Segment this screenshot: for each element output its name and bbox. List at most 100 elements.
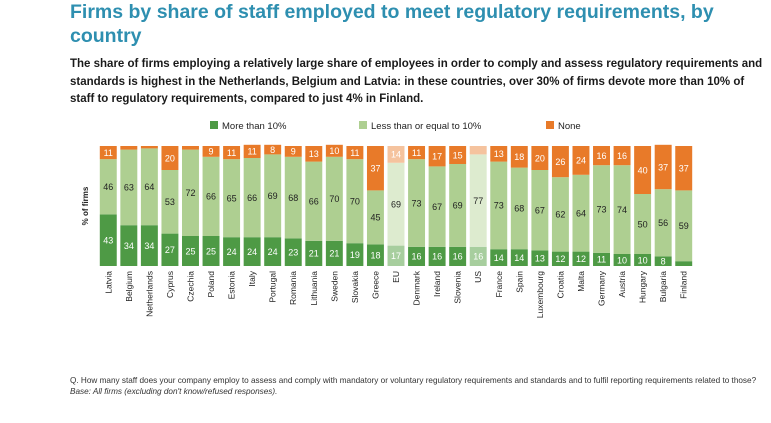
tick-label-belgium: Belgium (124, 271, 134, 302)
data-label-more-slovakia: 19 (350, 250, 360, 260)
bar-less-lithuania (305, 161, 323, 241)
bar-more-spain (510, 249, 528, 266)
data-label-more-portugal: 24 (268, 247, 278, 257)
bar-more-cyprus (161, 233, 179, 266)
tick-label-eu: EU (391, 271, 401, 283)
data-label-less-slovakia: 70 (350, 197, 360, 207)
data-label-more-cyprus: 27 (165, 245, 175, 255)
bar-more-eu (387, 245, 405, 266)
tick-label-bulgaria: Bulgaria (658, 271, 668, 302)
legend-label-none: None (558, 121, 581, 132)
data-label-less-us: 77 (473, 196, 483, 206)
data-label-more-czechia: 25 (185, 246, 195, 256)
data-label-none-poland: 9 (209, 147, 214, 157)
y-axis-label: % of firms (81, 186, 90, 225)
data-label-none-cyprus: 20 (165, 153, 175, 163)
bar-more-us (469, 246, 487, 266)
bar-none-lithuania (305, 146, 323, 162)
data-label-less-germany: 73 (597, 204, 607, 214)
bar-more-estonia (223, 237, 241, 266)
bar-less-netherlands (140, 148, 158, 226)
bar-more-france (490, 249, 508, 266)
data-label-none-luxembourg: 20 (535, 153, 545, 163)
bar-none-ireland (428, 146, 446, 167)
bar-more-croatia (551, 251, 569, 266)
bar-none-spain (510, 146, 528, 168)
bar-none-estonia (223, 146, 241, 160)
data-label-less-ireland: 67 (432, 202, 442, 212)
data-label-none-bulgaria: 37 (658, 162, 668, 172)
bar-less-estonia (223, 159, 241, 238)
bar-less-hungary (634, 194, 652, 254)
data-label-none-latvia: 11 (104, 148, 113, 158)
data-label-less-hungary: 50 (638, 219, 648, 229)
data-label-more-netherlands: 34 (144, 241, 154, 251)
bar-less-croatia (551, 177, 569, 252)
bar-none-austria (613, 146, 631, 166)
data-label-less-bulgaria: 56 (658, 218, 668, 228)
tick-label-germany: Germany (597, 270, 607, 306)
legend-swatch-more (210, 121, 218, 130)
tick-label-lithuania: Lithuania (309, 271, 319, 306)
bar-none-cyprus (161, 146, 179, 170)
bar-more-austria (613, 254, 631, 266)
legend-item-none: None (546, 121, 581, 132)
data-label-none-denmark: 11 (412, 148, 421, 158)
data-label-none-portugal: 8 (270, 145, 275, 155)
bar-less-austria (613, 165, 631, 254)
data-label-less-greece: 45 (370, 213, 380, 223)
data-label-more-latvia: 43 (103, 236, 113, 246)
data-label-none-croatia: 26 (555, 157, 565, 167)
bar-less-spain (510, 167, 528, 250)
legend-label-more: More than 10% (222, 121, 287, 132)
bar-less-denmark (408, 159, 426, 247)
data-label-more-romania: 23 (288, 248, 298, 258)
bar-none-malta (572, 146, 590, 175)
bar-less-latvia (99, 159, 117, 215)
data-label-less-italy: 66 (247, 193, 257, 203)
data-label-less-latvia: 46 (103, 182, 113, 192)
bar-none-us (469, 146, 487, 155)
bar-less-malta (572, 174, 590, 252)
tick-label-romania: Romania (288, 271, 298, 305)
bar-more-denmark (408, 246, 426, 266)
tick-label-cyprus: Cyprus (165, 271, 175, 298)
tick-label-denmark: Denmark (412, 270, 422, 305)
tick-label-us: US (473, 271, 483, 283)
bar-less-ireland (428, 166, 446, 247)
data-label-none-italy: 11 (247, 147, 256, 157)
tick-label-portugal: Portugal (268, 271, 278, 303)
data-label-more-belgium: 34 (124, 241, 134, 251)
data-label-none-sweden: 10 (329, 146, 339, 156)
bar-none-denmark (408, 146, 426, 160)
data-label-more-bulgaria: 8 (661, 257, 666, 267)
footnote: Q. How many staff does your company empl… (70, 376, 760, 397)
bar-more-finland (675, 261, 693, 266)
bar-less-belgium (120, 149, 138, 226)
bar-none-sweden (325, 144, 343, 157)
bar-less-sweden (325, 156, 343, 241)
bar-none-czechia (182, 146, 199, 150)
tick-label-netherlands: Netherlands (144, 271, 154, 317)
bar-none-romania (284, 146, 302, 157)
data-label-none-ireland: 17 (432, 152, 442, 162)
data-label-none-slovenia: 15 (453, 150, 463, 160)
bar-none-poland (202, 146, 220, 157)
bar-more-latvia (99, 214, 117, 266)
data-label-none-hungary: 40 (638, 165, 648, 175)
bar-none-netherlands (140, 146, 158, 149)
tick-label-slovakia: Slovakia (350, 271, 360, 303)
data-label-more-ireland: 16 (432, 252, 442, 262)
bar-less-eu (387, 162, 405, 246)
data-label-less-slovenia: 69 (453, 201, 463, 211)
bar-none-germany (593, 146, 610, 166)
data-label-none-lithuania: 13 (309, 149, 319, 159)
bar-more-greece (366, 244, 384, 266)
data-label-less-lithuania: 66 (309, 197, 319, 207)
legend-swatch-less (359, 121, 367, 130)
bar-more-bulgaria (654, 256, 672, 266)
data-label-less-finland: 59 (679, 221, 689, 231)
data-label-more-lithuania: 21 (309, 249, 319, 259)
bar-more-lithuania (305, 240, 323, 266)
bar-less-finland (675, 190, 693, 262)
